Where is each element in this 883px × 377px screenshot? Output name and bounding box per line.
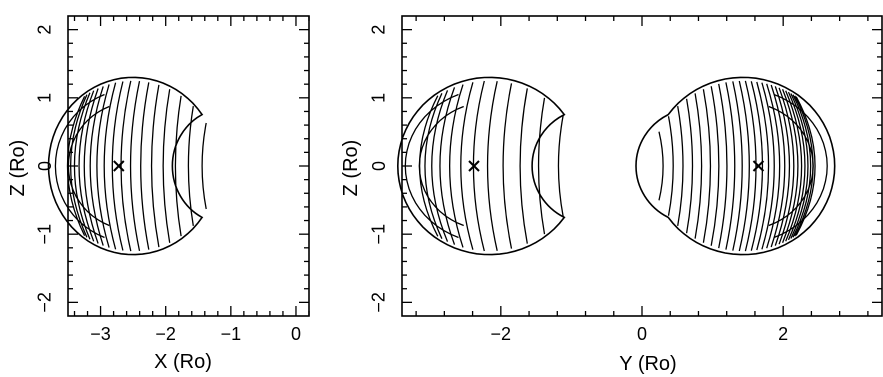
x-tick-labels-left: −3 −2 −1 0	[90, 324, 301, 344]
contour-line	[732, 81, 743, 251]
contour-line	[710, 86, 720, 246]
contour-line	[778, 87, 795, 245]
contour-line	[766, 83, 781, 249]
x-axis-label-left: X (Ro)	[154, 351, 212, 373]
contour-line	[787, 91, 806, 241]
contour-line	[103, 82, 117, 250]
contour-line	[795, 96, 816, 236]
contour-line	[89, 86, 104, 246]
contour-line-outer	[54, 93, 105, 239]
contour-line	[439, 87, 456, 245]
lobe-outline	[635, 76, 836, 256]
contour-line	[774, 86, 791, 246]
contour-line	[718, 83, 728, 249]
contour-line	[502, 83, 513, 249]
x-tick-label: −1	[221, 324, 242, 344]
contour-line	[677, 105, 684, 227]
center-marker-stroke	[752, 160, 765, 172]
contour-line	[419, 95, 439, 237]
contour-line	[424, 93, 443, 239]
contour-line-outer	[418, 105, 464, 227]
y-tick-labels-right: −2 −1 0 1 2	[369, 25, 389, 313]
contour-line	[519, 88, 528, 244]
center-marker-stroke	[113, 160, 125, 172]
ticks-left	[68, 16, 310, 316]
y-tick-label: −2	[369, 292, 389, 313]
x-tick-labels-right: −2 0 2	[491, 324, 789, 344]
ticks-right	[402, 16, 882, 316]
y-tick-label: −1	[369, 224, 389, 245]
contour-line	[83, 88, 99, 244]
y-tick-label: 0	[369, 161, 389, 171]
contour-line	[537, 97, 546, 235]
contour-line	[781, 89, 799, 243]
contour-line	[756, 81, 770, 251]
contour-line	[770, 84, 786, 248]
contour-line	[70, 94, 88, 238]
contour-line	[162, 89, 171, 243]
contour-line	[431, 90, 449, 242]
contour-line	[174, 95, 182, 237]
contour-line	[111, 81, 124, 251]
x-axis-label-right: Y (Ro)	[619, 353, 676, 375]
center-marker-stroke	[468, 160, 480, 172]
contour-line	[790, 93, 809, 239]
contour-line	[140, 82, 150, 250]
x-tick-label: 0	[637, 324, 647, 344]
contour-line	[750, 81, 764, 251]
contour-line	[449, 84, 464, 248]
contour-line	[685, 98, 694, 234]
contour-line	[761, 82, 775, 250]
panel-right: −2 0 2 −2 −1 0 1 2 Y (Ro) Z (Ro)	[340, 15, 883, 375]
markers-right	[468, 160, 765, 172]
contour-line	[78, 90, 95, 242]
markers-left	[113, 160, 125, 172]
y-tick-label: −2	[35, 292, 55, 313]
y-tick-label: 0	[35, 161, 55, 171]
contour-line	[460, 82, 474, 250]
contours-left	[47, 76, 207, 256]
x-tick-label: −2	[155, 324, 176, 344]
x-tick-label: 0	[291, 324, 301, 344]
contours-right	[396, 76, 836, 256]
contour-line	[120, 80, 132, 252]
contour-line	[725, 82, 736, 250]
contour-line	[150, 84, 160, 248]
y-axis-label-right: Z (Ro)	[340, 140, 362, 197]
y-tick-label: 1	[369, 93, 389, 103]
lobe-outline	[47, 76, 204, 256]
y-tick-label: −1	[35, 224, 55, 245]
contour-line-outer	[773, 93, 828, 239]
contour-line-outer	[67, 105, 110, 227]
contour-line	[694, 93, 703, 239]
contour-line	[73, 92, 91, 240]
contour-line	[201, 122, 207, 210]
panel-left: −3 −2 −1 0 −2 −1 0 1 2 X (Ro) Z (Ro)	[7, 15, 310, 373]
x-tick-label: −2	[491, 324, 512, 344]
contour-line	[557, 115, 564, 217]
contour-line	[738, 80, 750, 252]
y-tick-label: 1	[35, 93, 55, 103]
lobe-outline	[396, 76, 566, 256]
contour-line	[785, 90, 803, 242]
contour-line	[744, 80, 757, 252]
y-tick-label: 2	[369, 25, 389, 35]
y-tick-labels-left: −2 −1 0 1 2	[35, 25, 55, 313]
contour-line	[658, 131, 664, 201]
y-axis-label-left: Z (Ro)	[7, 140, 29, 197]
contour-line	[792, 94, 812, 238]
contour-line	[702, 89, 712, 243]
contour-line	[667, 116, 674, 216]
contour-line	[129, 80, 141, 252]
x-tick-label: 2	[778, 324, 788, 344]
contour-line-outer	[404, 93, 459, 239]
contour-line	[96, 84, 110, 248]
y-tick-label: 2	[35, 25, 55, 35]
contour-line-outer	[768, 105, 814, 227]
contour-line	[486, 81, 498, 251]
x-tick-label: −3	[90, 324, 111, 344]
contour-line	[187, 105, 194, 227]
